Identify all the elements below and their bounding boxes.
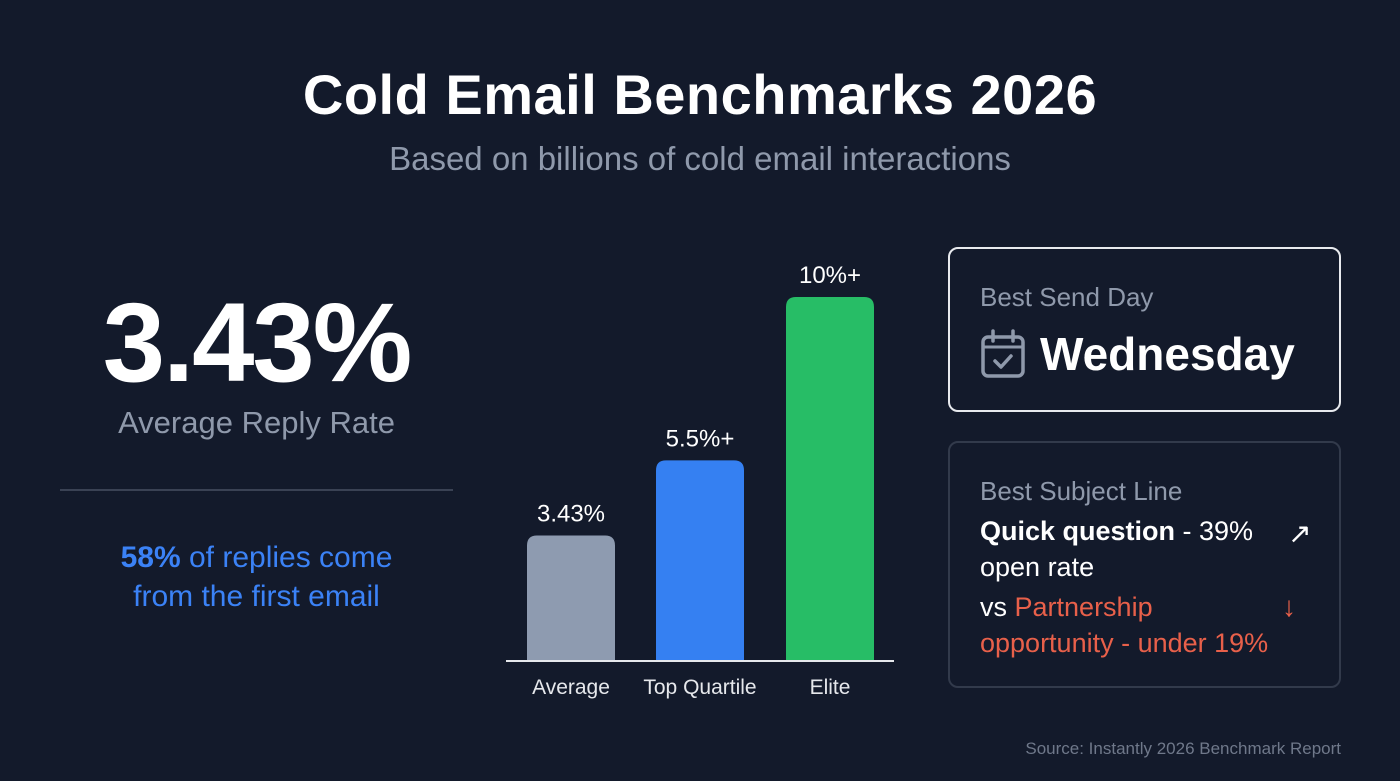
bar-top-quartile <box>656 460 744 660</box>
bar-average <box>527 535 615 660</box>
arrow-up-right-icon: ↗ <box>1288 518 1312 549</box>
average-reply-rate-value: 3.43% <box>102 280 413 405</box>
best-subject-rate-2: open rate <box>980 552 1095 582</box>
vs-text: vs <box>980 592 1015 622</box>
best-subject-line-label: Best Subject Line <box>980 476 1183 506</box>
first-email-replies-stat: 58% of replies come from the first email <box>60 538 453 616</box>
bar-elite <box>786 297 874 660</box>
best-subject-line-card: Best Subject Line Quick question - 39% o… <box>948 441 1341 688</box>
arrow-down-icon: ↓ <box>1282 591 1296 622</box>
page-title: Cold Email Benchmarks 2026 <box>302 63 1098 126</box>
page-subtitle: Based on billions of cold email interact… <box>389 140 1011 177</box>
category-label: Top Quartile <box>643 676 756 699</box>
divider <box>60 489 453 491</box>
category-label: Elite <box>810 676 851 699</box>
best-subject: Quick question <box>980 516 1176 546</box>
best-subject-line-text: Quick question - 39% open rate <box>980 513 1300 585</box>
replies-text-2: from the first email <box>133 580 380 613</box>
best-send-day-card: Best Send Day Wednesday <box>948 247 1341 412</box>
worst-subject-rate: opportunity - under 19% <box>980 628 1269 658</box>
calendar-check-icon <box>981 329 1025 378</box>
best-send-day-label: Best Send Day <box>980 282 1154 312</box>
bar-value-label: 5.5%+ <box>666 425 735 452</box>
reply-rate-bar-chart: 3.43% Average 5.5%+ Top Quartile 10%+ Elite <box>506 262 894 699</box>
bar-value-label: 3.43% <box>537 500 605 527</box>
source-note: Source: Instantly 2026 Benchmark Report <box>1025 739 1341 758</box>
best-subject-rate: - 39% <box>1175 516 1254 546</box>
worst-subject-line-text: vs Partnership opportunity - under 19% <box>980 589 1300 661</box>
best-send-day-value: Wednesday <box>1040 328 1295 380</box>
bar-value-label: 10%+ <box>799 262 861 289</box>
replies-highlight: 58% <box>120 541 181 574</box>
replies-text-1: of replies come <box>180 541 393 574</box>
average-reply-rate-label: Average Reply Rate <box>118 405 395 440</box>
worst-subject: Partnership <box>1014 592 1153 622</box>
category-label: Average <box>532 676 610 699</box>
